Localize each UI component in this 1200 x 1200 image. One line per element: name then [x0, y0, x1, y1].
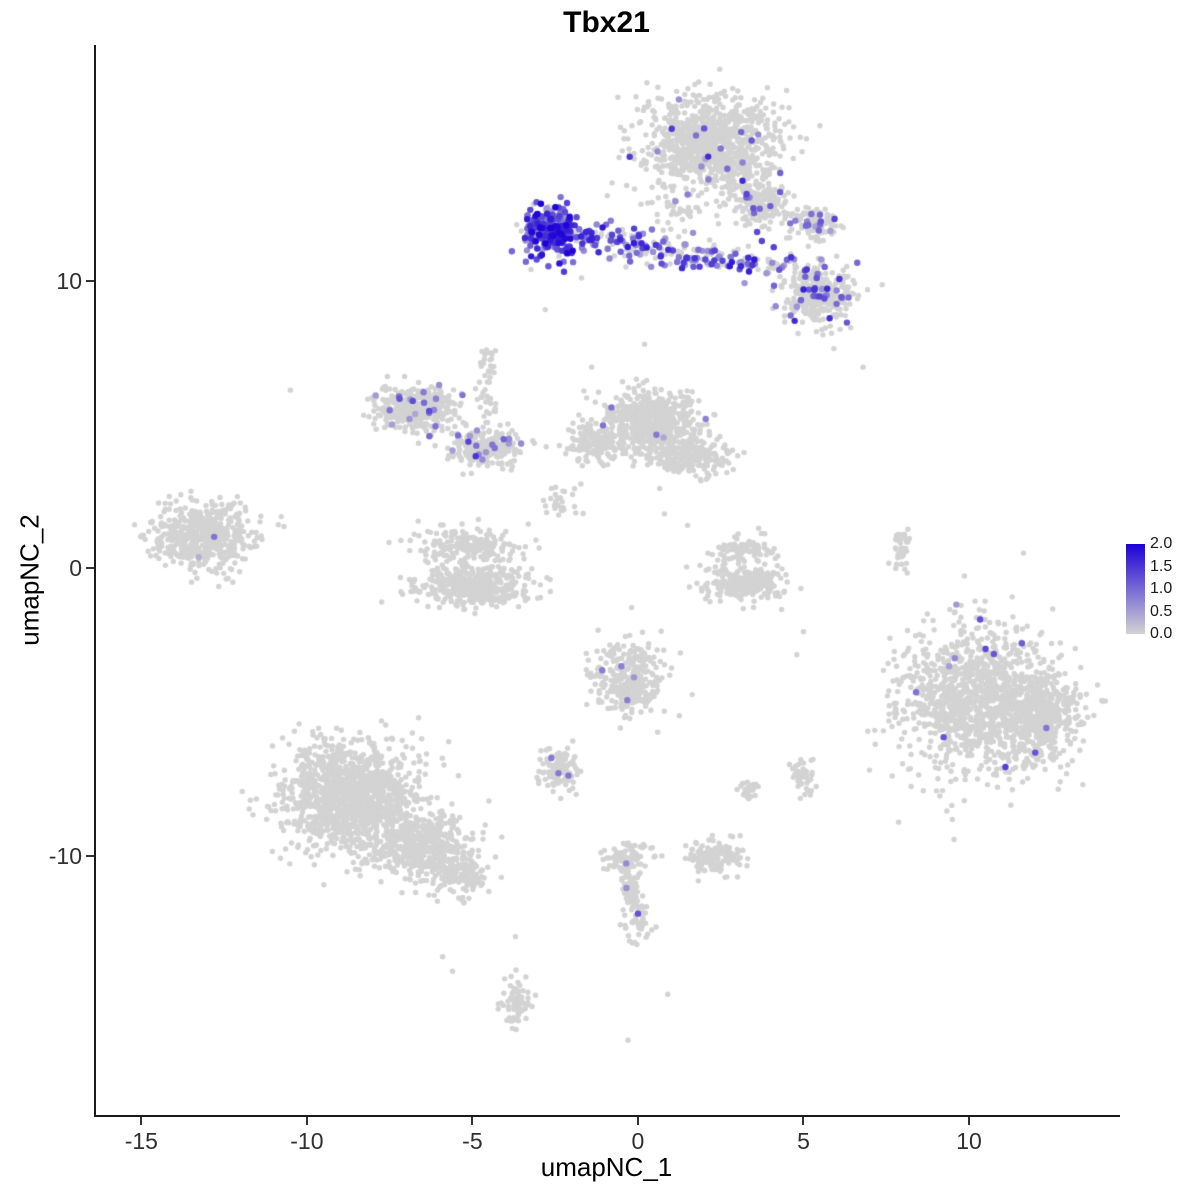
legend-tick-label: 0.0: [1150, 625, 1173, 642]
x-tick-label: -15: [124, 1128, 158, 1154]
x-tick-mark: [305, 1117, 308, 1125]
x-tick-label: -10: [290, 1128, 324, 1154]
x-tick-mark: [471, 1117, 474, 1125]
x-tick-mark: [968, 1117, 971, 1125]
legend-tick-label: 1.5: [1150, 557, 1173, 575]
legend-gradient-bar: [1126, 544, 1145, 634]
legend-tick-label: 1.0: [1150, 580, 1173, 597]
x-tick-mark: [636, 1117, 639, 1125]
x-tick-mark: [140, 1117, 143, 1125]
legend-tick-label: 0.5: [1150, 602, 1173, 620]
y-axis-label: umapNC_2: [14, 514, 45, 646]
x-tick-mark: [802, 1117, 805, 1125]
y-tick-label: 10: [56, 267, 82, 294]
x-axis-label: umapNC_1: [540, 1152, 673, 1182]
y-tick-label: 0: [69, 555, 82, 582]
x-tick-label: 0: [631, 1128, 645, 1154]
x-tick-label: -5: [462, 1128, 483, 1154]
y-tick-label: -10: [48, 843, 82, 870]
x-tick-label: 10: [956, 1128, 982, 1154]
y-axis-line: [94, 45, 96, 1117]
legend-tick-label: 2.0: [1150, 535, 1173, 552]
y-tick-mark: [86, 567, 94, 570]
y-tick-mark: [86, 855, 94, 858]
plot-title: Tbx21: [563, 6, 650, 39]
x-tick-label: 5: [797, 1128, 810, 1154]
x-axis-line: [94, 1115, 1120, 1117]
y-tick-mark: [86, 279, 94, 282]
